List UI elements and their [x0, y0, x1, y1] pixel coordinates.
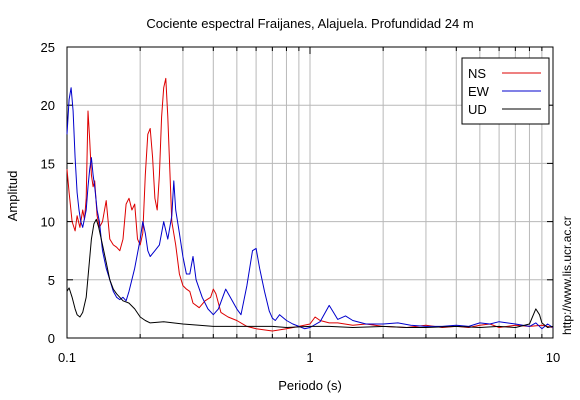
series-line-ew [66, 87, 554, 330]
y-tick-label: 5 [48, 273, 55, 288]
x-tick-label: 1 [306, 350, 313, 365]
y-tick-label: 20 [41, 98, 55, 113]
x-tick-label: 0.1 [58, 350, 76, 365]
side-credit-url: http://www.lis.ucr.ac.cr [560, 216, 574, 335]
legend-label-ns: NS [468, 66, 486, 81]
legend-label-ew: EW [468, 84, 490, 99]
x-axis-label: Periodo (s) [278, 378, 342, 393]
y-tick-label: 15 [41, 156, 55, 171]
grid [67, 47, 553, 338]
series-line-ud [66, 218, 554, 328]
legend-label-ud: UD [468, 102, 487, 117]
x-tick-label: 10 [546, 350, 560, 365]
series-group [66, 77, 554, 332]
y-tick-label: 10 [41, 215, 55, 230]
legend: NS EW UD [461, 57, 550, 125]
y-tick-label: 0 [48, 331, 55, 346]
y-tick-label: 25 [41, 40, 55, 55]
axis-ticks: 0 5 10 15 20 25 0.1 1 10 [41, 40, 561, 365]
chart-title: Cociente espectral Fraijanes, Alajuela. … [146, 16, 473, 31]
y-axis-label: Amplitud [5, 171, 20, 222]
